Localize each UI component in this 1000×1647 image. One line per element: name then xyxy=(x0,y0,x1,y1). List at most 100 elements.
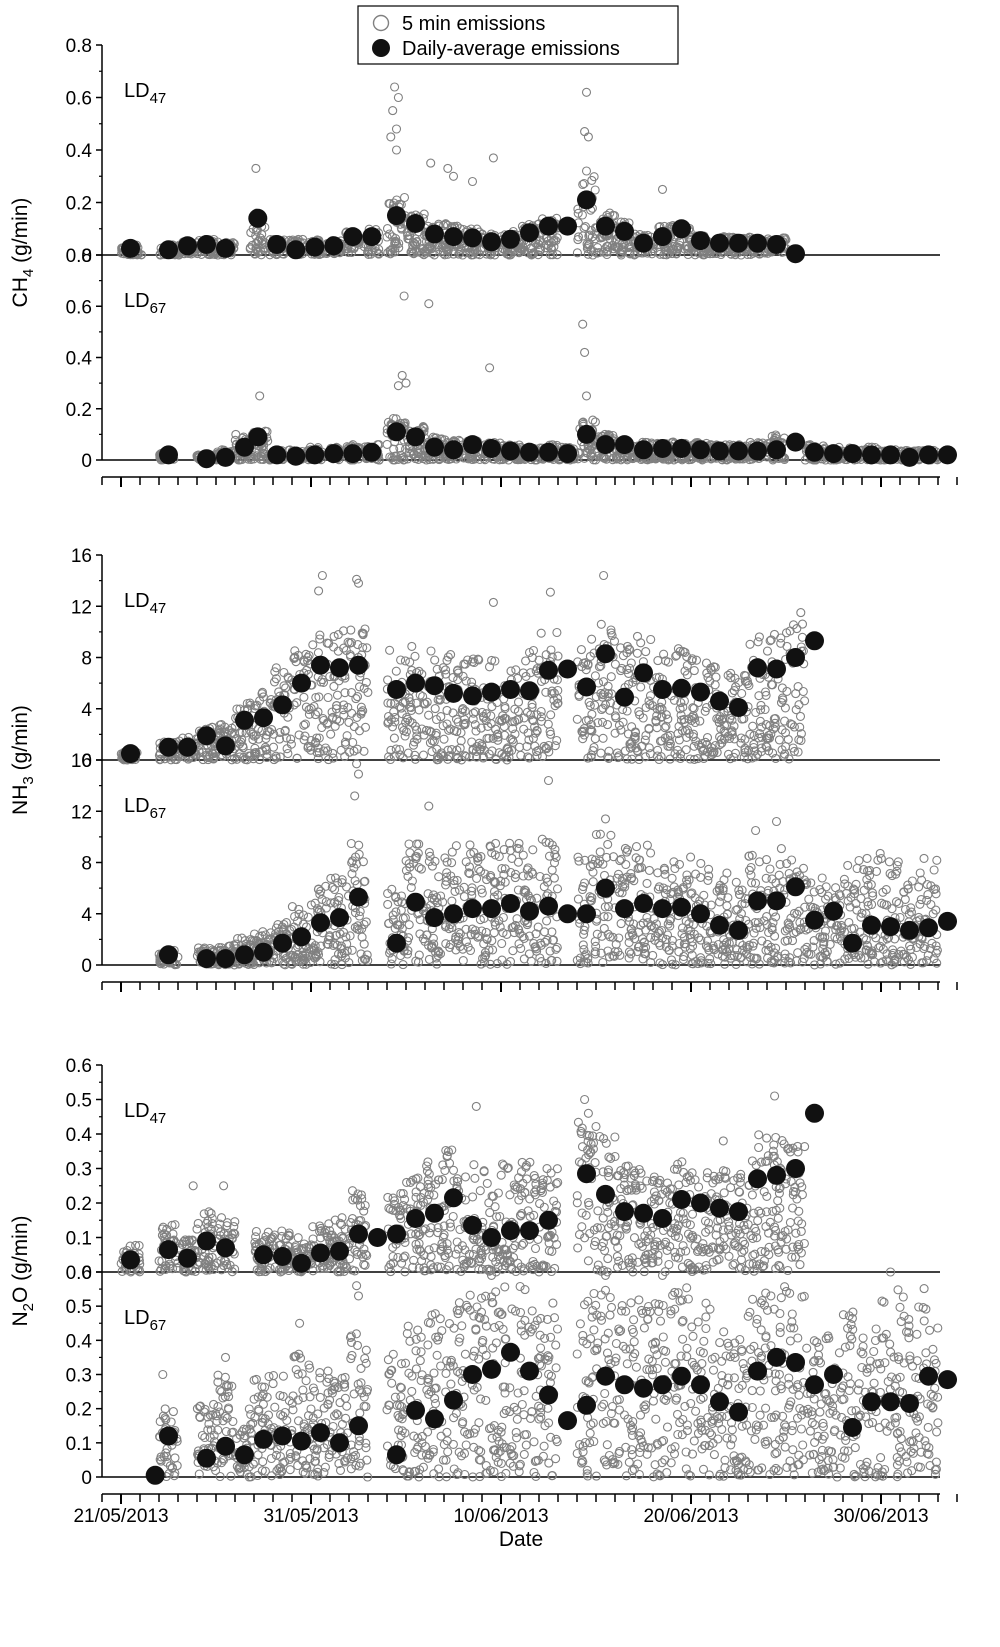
daily-average-point xyxy=(444,440,463,460)
five-min-point xyxy=(618,453,628,464)
daily-average-point xyxy=(767,440,786,460)
five-min-point xyxy=(346,625,356,635)
five-min-point xyxy=(255,391,265,401)
five-min-point xyxy=(354,840,364,850)
five-min-point xyxy=(347,708,357,718)
five-min-point xyxy=(545,587,555,597)
daily-average-point xyxy=(539,660,558,680)
five-min-point xyxy=(283,748,293,759)
daily-average-point xyxy=(159,737,178,757)
five-min-point xyxy=(339,710,349,720)
daily-average-point xyxy=(425,676,444,696)
five-min-point xyxy=(426,158,436,168)
daily-average-point xyxy=(748,441,767,461)
five-min-point xyxy=(617,244,627,255)
five-min-point xyxy=(780,703,790,713)
y-tick-label: 0.8 xyxy=(66,36,92,57)
five-min-point xyxy=(488,597,498,607)
daily-average-point xyxy=(286,240,306,260)
five-min-point xyxy=(489,928,499,938)
five-min-point xyxy=(486,711,496,721)
five-min-point xyxy=(314,884,324,894)
daily-average-point xyxy=(267,235,287,254)
five-min-point xyxy=(383,899,393,909)
five-min-point xyxy=(636,682,646,692)
daily-average-point xyxy=(634,663,653,683)
daily-average-point xyxy=(286,446,306,466)
five-min-point xyxy=(582,243,592,254)
five-min-point xyxy=(434,872,444,882)
daily-average-point xyxy=(653,680,672,699)
five-min-point xyxy=(618,704,628,715)
legend-five-min-label: 5 min emissions xyxy=(402,13,545,35)
five-min-point xyxy=(387,453,397,463)
five-min-point xyxy=(603,681,613,691)
five-min-point xyxy=(465,247,475,257)
daily-average-point xyxy=(710,233,729,253)
five-min-point xyxy=(513,697,524,707)
daily-average-point xyxy=(748,233,767,253)
five-min-point xyxy=(332,690,343,700)
five-min-point xyxy=(711,672,721,682)
five-min-point xyxy=(292,753,302,763)
daily-average-point xyxy=(387,206,406,226)
daily-average-point xyxy=(159,445,178,465)
panel-label: LD47 xyxy=(124,590,166,617)
five-min-point xyxy=(653,656,663,666)
y-tick-label: 0 xyxy=(81,751,92,772)
daily-average-point xyxy=(520,442,539,462)
daily-average-point xyxy=(615,221,634,241)
five-min-point xyxy=(456,736,466,746)
five-min-point xyxy=(442,245,452,255)
five-min-point xyxy=(468,454,478,465)
daily-average-point xyxy=(248,208,268,228)
five-min-point xyxy=(645,691,656,701)
daily-average-point xyxy=(691,440,710,460)
five-min-point xyxy=(667,249,677,259)
five-min-point xyxy=(606,672,616,682)
five-min-point xyxy=(254,446,264,456)
five-min-point xyxy=(387,232,397,242)
five-min-point xyxy=(536,628,546,638)
five-min-point xyxy=(774,735,784,745)
daily-average-point xyxy=(596,644,615,664)
five-min-point xyxy=(299,692,309,702)
daily-average-point xyxy=(343,227,363,247)
five-min-point xyxy=(622,706,632,716)
five-min-point xyxy=(636,638,646,648)
daily-average-point xyxy=(596,435,615,455)
five-min-point xyxy=(514,742,525,752)
daily-average-point xyxy=(900,447,919,467)
five-min-point xyxy=(313,648,323,658)
daily-average-point xyxy=(615,687,634,707)
five-min-point xyxy=(451,841,461,851)
daily-average-point xyxy=(425,437,444,457)
daily-average-point xyxy=(482,439,501,458)
five-min-point xyxy=(383,248,393,258)
panel-label: LD67 xyxy=(124,795,166,822)
five-min-point xyxy=(583,132,593,142)
five-min-point xyxy=(287,902,297,912)
daily-average-point xyxy=(805,442,824,462)
daily-average-point xyxy=(273,695,292,715)
five-min-point xyxy=(421,248,431,258)
five-min-point xyxy=(388,455,398,465)
five-min-point xyxy=(745,639,755,649)
five-min-point xyxy=(292,698,302,708)
five-min-point xyxy=(418,422,428,432)
legend-daily-marker xyxy=(372,39,390,57)
daily-average-point xyxy=(267,445,287,465)
five-min-point xyxy=(402,227,412,237)
five-min-point xyxy=(535,245,545,255)
five-min-point xyxy=(675,240,685,251)
daily-average-point xyxy=(748,658,767,678)
five-min-point xyxy=(393,381,403,391)
daily-average-point xyxy=(634,233,653,253)
five-min-point xyxy=(657,184,668,194)
five-min-point xyxy=(543,719,553,729)
y-tick-label: 0.4 xyxy=(66,141,93,162)
five-min-point xyxy=(626,658,636,668)
five-min-point xyxy=(401,378,411,388)
